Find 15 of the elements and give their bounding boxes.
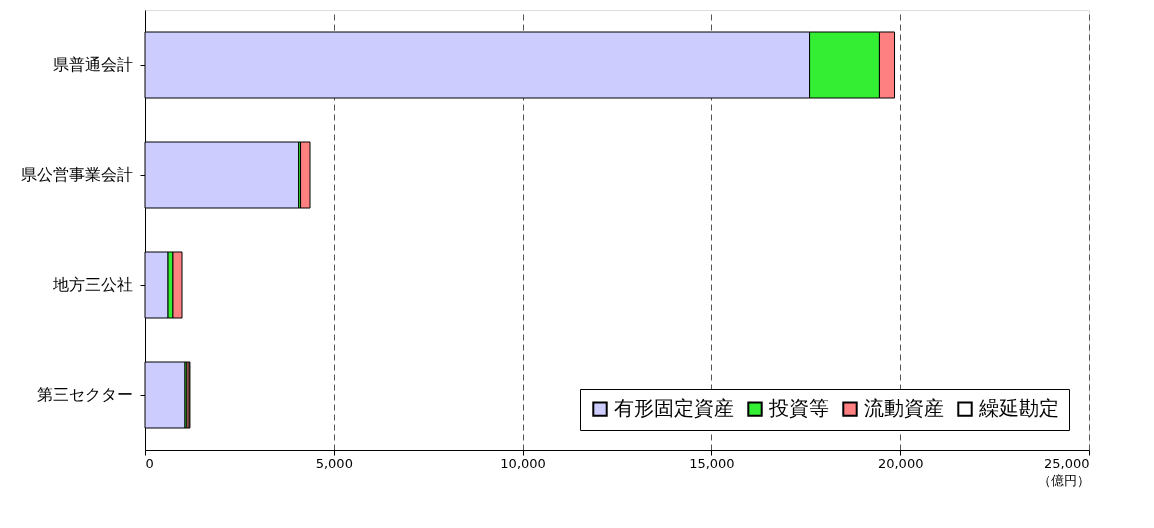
x-tick-label: 20,000 — [877, 455, 924, 471]
legend-label: 繰延勘定 — [978, 396, 1059, 421]
x-tick-label: 15,000 — [689, 455, 735, 471]
legend-label: 流動資産 — [864, 396, 944, 421]
x-tick-label: 5,000 — [315, 455, 353, 471]
y-tick-label: 県公営事業会計 — [20, 165, 133, 184]
y-tick-label: 地方三公社 — [51, 275, 133, 294]
x-tick-label: 10,000 — [500, 455, 546, 471]
y-tick-label: 県普通会計 — [52, 55, 133, 74]
x-axis-title: （億円） — [1037, 472, 1090, 488]
y-tick-label: 第三セクター — [36, 385, 133, 404]
x-tick-label: 25,000 — [1044, 455, 1090, 471]
x-tick-label: 0 — [145, 455, 154, 471]
legend-label: 有形固定資産 — [614, 396, 734, 421]
legend-label: 投資等 — [768, 396, 829, 421]
